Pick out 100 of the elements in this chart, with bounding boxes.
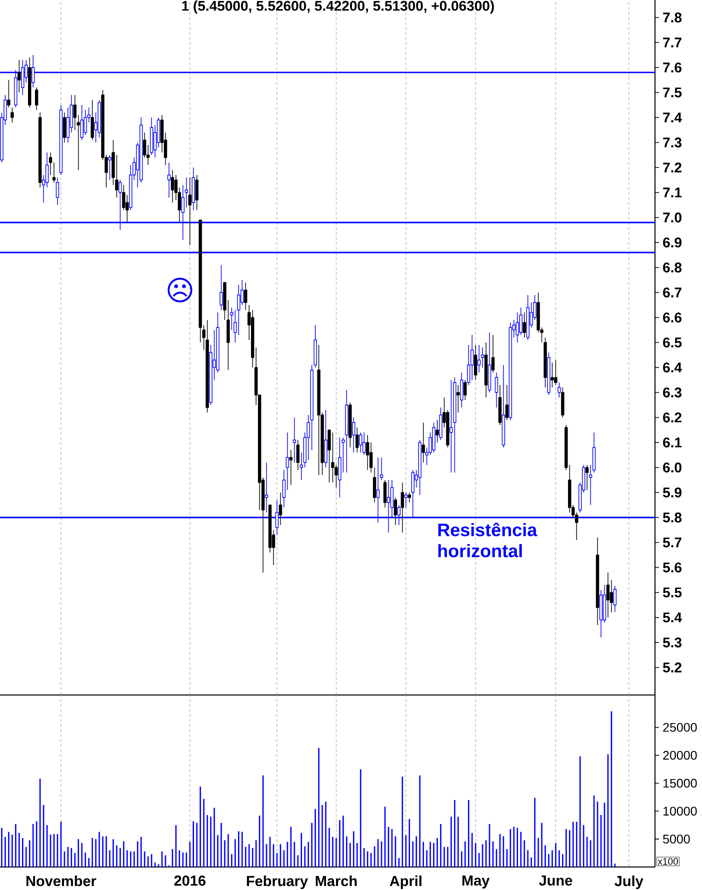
y-tick-label: 7.2 [663, 162, 682, 172]
candlestick [56, 177, 60, 206]
candlestick [519, 307, 522, 336]
annotation: ☹ [168, 278, 192, 302]
y-tick-label: 7.0 [663, 212, 682, 222]
candlestick [456, 384, 460, 413]
candlestick [554, 360, 558, 386]
candlestick [167, 162, 171, 198]
candlestick [394, 497, 398, 526]
y-tick-label: 7.1 [663, 188, 682, 198]
y-tick-label: 5.9 [662, 488, 682, 498]
candlestick [474, 344, 478, 380]
y-tick-label: 5.3 [662, 638, 682, 648]
y-tick-label: 6.5 [663, 338, 682, 348]
candlestick [170, 170, 174, 203]
candlestick [220, 264, 223, 310]
candlestick [460, 372, 464, 408]
y-tick-label: 6.6 [663, 312, 682, 322]
y-tick-label: 6.3 [663, 388, 682, 398]
y-tick-label: 7.4 [663, 112, 682, 122]
x-tick-label: June [539, 876, 572, 886]
candlestick [558, 382, 561, 398]
candlestick [585, 464, 589, 490]
chart-title: 1 (5.45000, 5.52600, 5.42200, 5.51300, +0.06300) [182, 0, 494, 14]
candlestick [505, 384, 509, 420]
candlestick [34, 87, 38, 110]
y-tick-label: 5.4 [662, 612, 682, 622]
candlestick [195, 174, 198, 210]
y-tick-label: 7.5 [663, 88, 682, 98]
candlestick [494, 372, 498, 408]
candlestick [352, 417, 356, 453]
y-tick-label: 5.8 [662, 512, 682, 522]
candlestick [80, 104, 84, 140]
candlestick [400, 482, 404, 533]
candlestick [359, 432, 362, 453]
x-tick-label: 2016 [174, 876, 206, 886]
candlestick [264, 462, 268, 513]
y-tick-label: 10000 [663, 806, 697, 816]
candlestick [324, 410, 328, 468]
candlestick [477, 344, 481, 373]
candlestick [296, 440, 300, 470]
candlestick [522, 312, 526, 338]
candlestick [362, 432, 366, 456]
candlestick [422, 422, 425, 463]
candlestick [62, 112, 66, 143]
candlestick [18, 60, 21, 93]
candlestick [436, 420, 439, 443]
y-tick-label: 6.8 [663, 262, 682, 272]
y-tick-label: 15000 [663, 778, 697, 788]
x-tick-label: February [246, 876, 308, 890]
candlestick [366, 434, 370, 470]
y-tick-label: 7.7 [663, 38, 682, 48]
y-tick-label: 5000 [663, 834, 690, 844]
x-tick-label: May [462, 876, 490, 889]
candlestick [383, 480, 387, 508]
y-tick-label: 7.3 [663, 138, 682, 148]
candlestick [432, 422, 436, 453]
y-tick-label: 5.6 [662, 562, 682, 572]
candlestick [292, 417, 296, 463]
candlestick [278, 492, 282, 526]
candlestick [450, 380, 453, 473]
y-tick-label: 6.4 [663, 362, 682, 372]
candlestick [606, 572, 610, 618]
y-tick-label: 20000 [663, 750, 697, 760]
y-tick-label: 6.1 [663, 438, 682, 448]
x-tick-label: November [26, 876, 96, 886]
candlestick [7, 80, 10, 108]
x-tick-label: April [390, 876, 422, 890]
candlestick [84, 110, 87, 136]
candlestick [90, 100, 94, 140]
y-tick-label: 6.0 [663, 462, 682, 472]
y-tick-label: 5.7 [662, 538, 682, 548]
y-tick-label: 7.8 [663, 12, 682, 22]
candlestick [188, 177, 192, 246]
text: x100 [658, 858, 678, 865]
candlestick [561, 387, 564, 418]
candlestick [439, 407, 442, 440]
x-tick-label: July [614, 876, 644, 890]
y-tick-label: 5.5 [662, 588, 682, 598]
x-tick-label: March [316, 876, 357, 886]
candlestick [404, 492, 408, 508]
candlestick [464, 380, 467, 400]
y-tick-label: 6.7 [663, 288, 682, 298]
candlestick [10, 107, 14, 123]
candlestick [289, 450, 293, 486]
candlestick [328, 430, 331, 483]
candlestick [491, 334, 495, 373]
y-tick-label: 25000 [663, 722, 697, 732]
y-tick-label: 6.9 [663, 238, 682, 248]
y-tick-label: 6.2 [663, 412, 682, 422]
y-tick-label: 5.2 [662, 662, 682, 672]
candlestick [613, 586, 617, 612]
annotation: Resistência horizontal [438, 522, 538, 558]
candlestick [108, 154, 112, 180]
candlestick [408, 492, 411, 503]
y-tick-label: 7.6 [663, 62, 682, 72]
candlestick [338, 437, 342, 498]
candlestick [550, 362, 554, 388]
candlestick [244, 282, 248, 310]
candlestick [356, 427, 359, 453]
